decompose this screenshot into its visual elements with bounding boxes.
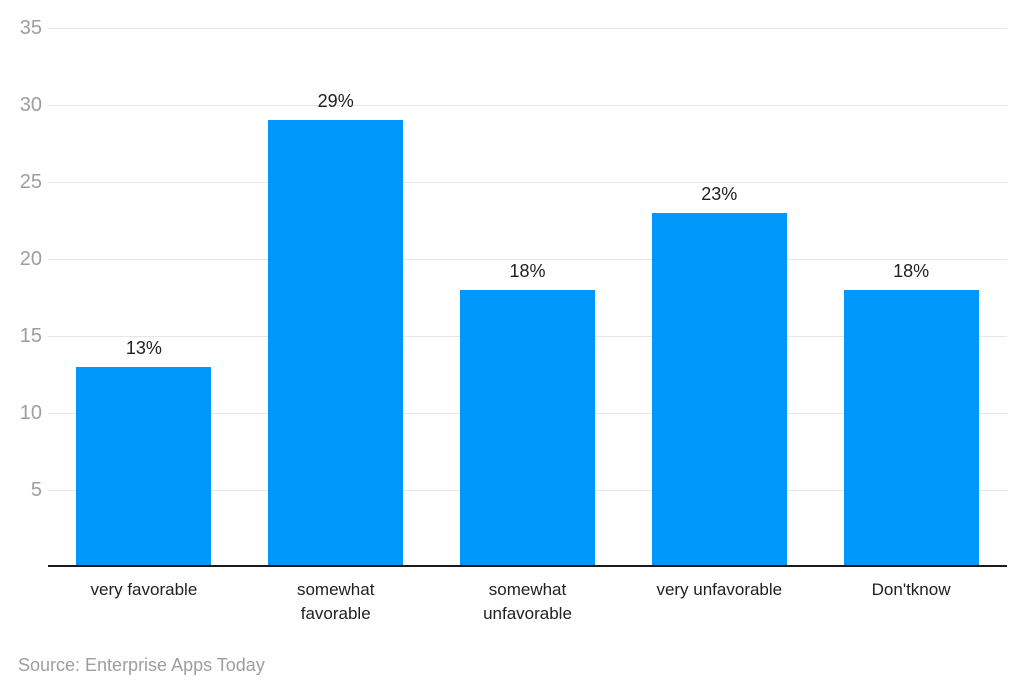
gridline	[48, 259, 1007, 260]
x-axis-tick-label: somewhat favorable	[296, 580, 375, 623]
x-axis-tick-label: very favorable	[90, 580, 198, 599]
x-axis-line	[48, 565, 1007, 567]
bar-somewhat-favorable	[268, 120, 404, 567]
bar-value-label: 13%	[125, 337, 162, 358]
y-axis-tick-label: 30	[19, 94, 42, 116]
y-axis-tick-label: 35	[19, 17, 42, 39]
x-axis-tick-label: very unfavorable	[656, 580, 783, 599]
bar-value-label: 18%	[893, 260, 930, 281]
gridline	[48, 182, 1007, 183]
bar-value-label: 29%	[317, 91, 354, 112]
x-axis-tick-label: Don'tknow	[871, 580, 951, 599]
y-axis-tick-label: 15	[19, 325, 42, 347]
bar-very-unfavorable	[651, 212, 787, 567]
bar-value-label: 23%	[701, 183, 738, 204]
bar-value-label: 18%	[509, 260, 546, 281]
y-axis-tick-label: 20	[19, 248, 42, 270]
x-axis-tick-label: somewhat unfavorable	[483, 580, 572, 623]
plot-area: 13% 29% 18% 23% 18%	[48, 28, 1007, 567]
bar-don-tknow	[843, 289, 979, 567]
bar-very-favorable	[76, 366, 212, 567]
y-axis-tick-label: 10	[19, 402, 42, 424]
gridline	[48, 28, 1007, 29]
source-caption: Source: Enterprise Apps Today	[18, 655, 265, 675]
gridline	[48, 105, 1007, 106]
bar-somewhat-unfavorable	[460, 289, 595, 567]
y-axis-tick-label: 5	[30, 479, 42, 501]
y-axis-tick-label: 25	[19, 171, 42, 193]
